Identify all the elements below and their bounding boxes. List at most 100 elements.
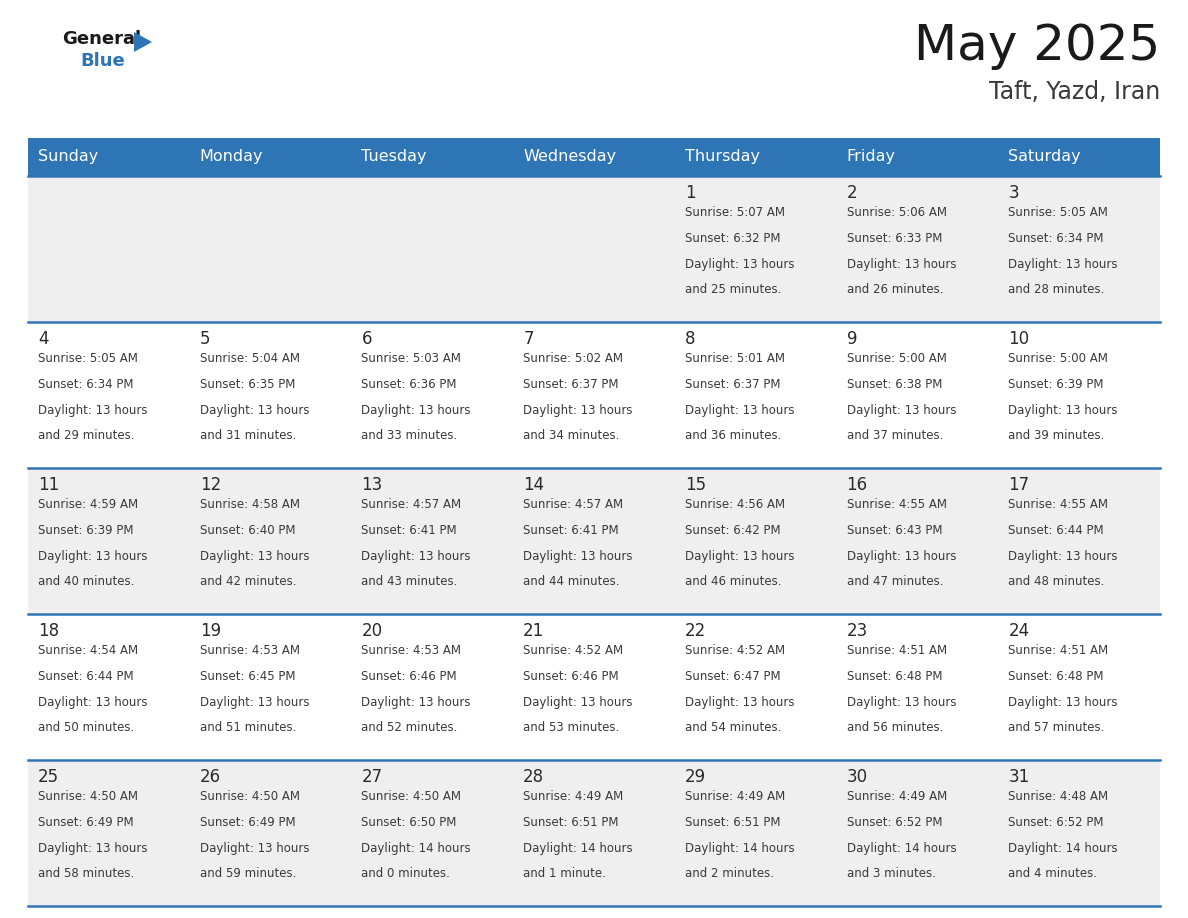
Text: Sunset: 6:51 PM: Sunset: 6:51 PM bbox=[684, 816, 781, 829]
Text: 15: 15 bbox=[684, 476, 706, 494]
Text: Sunset: 6:34 PM: Sunset: 6:34 PM bbox=[1009, 231, 1104, 245]
Text: Sunrise: 5:07 AM: Sunrise: 5:07 AM bbox=[684, 206, 785, 219]
Text: Daylight: 14 hours: Daylight: 14 hours bbox=[1009, 842, 1118, 855]
Text: Sunrise: 4:56 AM: Sunrise: 4:56 AM bbox=[684, 498, 785, 511]
Text: Daylight: 13 hours: Daylight: 13 hours bbox=[684, 696, 795, 709]
Text: Sunset: 6:37 PM: Sunset: 6:37 PM bbox=[684, 378, 781, 391]
Text: Sunrise: 4:54 AM: Sunrise: 4:54 AM bbox=[38, 644, 138, 657]
Text: Sunset: 6:39 PM: Sunset: 6:39 PM bbox=[1009, 378, 1104, 391]
Text: 1: 1 bbox=[684, 184, 695, 202]
Text: Daylight: 13 hours: Daylight: 13 hours bbox=[847, 404, 956, 417]
Text: and 51 minutes.: and 51 minutes. bbox=[200, 722, 296, 734]
Text: and 26 minutes.: and 26 minutes. bbox=[847, 284, 943, 297]
Text: Sunrise: 4:50 AM: Sunrise: 4:50 AM bbox=[38, 790, 138, 803]
Text: and 36 minutes.: and 36 minutes. bbox=[684, 430, 782, 442]
Text: Sunrise: 5:04 AM: Sunrise: 5:04 AM bbox=[200, 352, 299, 365]
Text: and 42 minutes.: and 42 minutes. bbox=[200, 576, 296, 588]
Text: Sunset: 6:35 PM: Sunset: 6:35 PM bbox=[200, 378, 295, 391]
Text: Sunset: 6:42 PM: Sunset: 6:42 PM bbox=[684, 524, 781, 537]
Text: Sunset: 6:41 PM: Sunset: 6:41 PM bbox=[361, 524, 457, 537]
Text: Daylight: 13 hours: Daylight: 13 hours bbox=[847, 696, 956, 709]
Text: Sunrise: 4:51 AM: Sunrise: 4:51 AM bbox=[1009, 644, 1108, 657]
Text: 27: 27 bbox=[361, 768, 383, 786]
Text: Sunset: 6:52 PM: Sunset: 6:52 PM bbox=[847, 816, 942, 829]
Text: Daylight: 14 hours: Daylight: 14 hours bbox=[523, 842, 633, 855]
Text: and 50 minutes.: and 50 minutes. bbox=[38, 722, 134, 734]
Text: Daylight: 13 hours: Daylight: 13 hours bbox=[38, 842, 147, 855]
Text: Sunrise: 5:05 AM: Sunrise: 5:05 AM bbox=[1009, 206, 1108, 219]
Text: Sunrise: 5:03 AM: Sunrise: 5:03 AM bbox=[361, 352, 461, 365]
Text: and 57 minutes.: and 57 minutes. bbox=[1009, 722, 1105, 734]
Text: Daylight: 13 hours: Daylight: 13 hours bbox=[38, 550, 147, 563]
Text: 31: 31 bbox=[1009, 768, 1030, 786]
Text: Daylight: 13 hours: Daylight: 13 hours bbox=[200, 550, 309, 563]
Text: Daylight: 13 hours: Daylight: 13 hours bbox=[684, 404, 795, 417]
Text: Sunset: 6:37 PM: Sunset: 6:37 PM bbox=[523, 378, 619, 391]
Text: Sunset: 6:45 PM: Sunset: 6:45 PM bbox=[200, 670, 295, 683]
Text: Sunrise: 4:55 AM: Sunrise: 4:55 AM bbox=[1009, 498, 1108, 511]
Text: 14: 14 bbox=[523, 476, 544, 494]
Text: Daylight: 13 hours: Daylight: 13 hours bbox=[1009, 696, 1118, 709]
Text: Sunset: 6:50 PM: Sunset: 6:50 PM bbox=[361, 816, 457, 829]
Text: and 47 minutes.: and 47 minutes. bbox=[847, 576, 943, 588]
Text: 19: 19 bbox=[200, 622, 221, 640]
Text: and 59 minutes.: and 59 minutes. bbox=[200, 868, 296, 880]
Text: and 1 minute.: and 1 minute. bbox=[523, 868, 606, 880]
Text: 22: 22 bbox=[684, 622, 706, 640]
Text: and 3 minutes.: and 3 minutes. bbox=[847, 868, 935, 880]
Text: Taft, Yazd, Iran: Taft, Yazd, Iran bbox=[988, 80, 1159, 104]
Text: and 48 minutes.: and 48 minutes. bbox=[1009, 576, 1105, 588]
Text: Sunset: 6:40 PM: Sunset: 6:40 PM bbox=[200, 524, 295, 537]
Text: Sunrise: 4:49 AM: Sunrise: 4:49 AM bbox=[847, 790, 947, 803]
Text: Sunrise: 4:55 AM: Sunrise: 4:55 AM bbox=[847, 498, 947, 511]
Text: Daylight: 13 hours: Daylight: 13 hours bbox=[523, 550, 633, 563]
Text: Sunset: 6:47 PM: Sunset: 6:47 PM bbox=[684, 670, 781, 683]
Text: Sunset: 6:48 PM: Sunset: 6:48 PM bbox=[847, 670, 942, 683]
Text: Sunrise: 4:50 AM: Sunrise: 4:50 AM bbox=[200, 790, 299, 803]
Text: Daylight: 13 hours: Daylight: 13 hours bbox=[1009, 550, 1118, 563]
Text: 24: 24 bbox=[1009, 622, 1030, 640]
Text: Sunset: 6:44 PM: Sunset: 6:44 PM bbox=[1009, 524, 1104, 537]
Text: Sunset: 6:44 PM: Sunset: 6:44 PM bbox=[38, 670, 133, 683]
Text: Sunset: 6:49 PM: Sunset: 6:49 PM bbox=[38, 816, 133, 829]
Text: Sunset: 6:38 PM: Sunset: 6:38 PM bbox=[847, 378, 942, 391]
Text: and 31 minutes.: and 31 minutes. bbox=[200, 430, 296, 442]
Text: 30: 30 bbox=[847, 768, 867, 786]
Bar bbox=[29, 138, 1159, 176]
Text: Sunrise: 4:51 AM: Sunrise: 4:51 AM bbox=[847, 644, 947, 657]
Polygon shape bbox=[134, 32, 152, 52]
Text: Sunrise: 4:53 AM: Sunrise: 4:53 AM bbox=[361, 644, 461, 657]
Text: 13: 13 bbox=[361, 476, 383, 494]
Text: Sunset: 6:43 PM: Sunset: 6:43 PM bbox=[847, 524, 942, 537]
Text: Wednesday: Wednesday bbox=[523, 150, 617, 164]
Text: 29: 29 bbox=[684, 768, 706, 786]
Text: Sunrise: 5:06 AM: Sunrise: 5:06 AM bbox=[847, 206, 947, 219]
Text: Sunset: 6:52 PM: Sunset: 6:52 PM bbox=[1009, 816, 1104, 829]
Text: 7: 7 bbox=[523, 330, 533, 348]
Text: Sunset: 6:48 PM: Sunset: 6:48 PM bbox=[1009, 670, 1104, 683]
Text: Sunrise: 5:01 AM: Sunrise: 5:01 AM bbox=[684, 352, 785, 365]
Text: Sunrise: 5:00 AM: Sunrise: 5:00 AM bbox=[1009, 352, 1108, 365]
Text: Sunset: 6:34 PM: Sunset: 6:34 PM bbox=[38, 378, 133, 391]
Text: Daylight: 13 hours: Daylight: 13 hours bbox=[361, 696, 470, 709]
Text: Sunrise: 5:00 AM: Sunrise: 5:00 AM bbox=[847, 352, 947, 365]
Text: and 54 minutes.: and 54 minutes. bbox=[684, 722, 782, 734]
Text: 23: 23 bbox=[847, 622, 867, 640]
Text: and 34 minutes.: and 34 minutes. bbox=[523, 430, 619, 442]
Text: Sunrise: 4:49 AM: Sunrise: 4:49 AM bbox=[523, 790, 624, 803]
Text: Sunrise: 4:50 AM: Sunrise: 4:50 AM bbox=[361, 790, 461, 803]
Text: and 46 minutes.: and 46 minutes. bbox=[684, 576, 782, 588]
Text: and 0 minutes.: and 0 minutes. bbox=[361, 868, 450, 880]
Text: Sunset: 6:51 PM: Sunset: 6:51 PM bbox=[523, 816, 619, 829]
Text: Daylight: 13 hours: Daylight: 13 hours bbox=[684, 550, 795, 563]
Text: and 25 minutes.: and 25 minutes. bbox=[684, 284, 782, 297]
Text: and 58 minutes.: and 58 minutes. bbox=[38, 868, 134, 880]
Text: 12: 12 bbox=[200, 476, 221, 494]
Text: Sunset: 6:49 PM: Sunset: 6:49 PM bbox=[200, 816, 296, 829]
Text: Daylight: 13 hours: Daylight: 13 hours bbox=[523, 696, 633, 709]
Text: 25: 25 bbox=[38, 768, 59, 786]
Text: Daylight: 13 hours: Daylight: 13 hours bbox=[1009, 258, 1118, 271]
Text: Sunset: 6:46 PM: Sunset: 6:46 PM bbox=[523, 670, 619, 683]
Text: Sunrise: 4:53 AM: Sunrise: 4:53 AM bbox=[200, 644, 299, 657]
Text: 6: 6 bbox=[361, 330, 372, 348]
